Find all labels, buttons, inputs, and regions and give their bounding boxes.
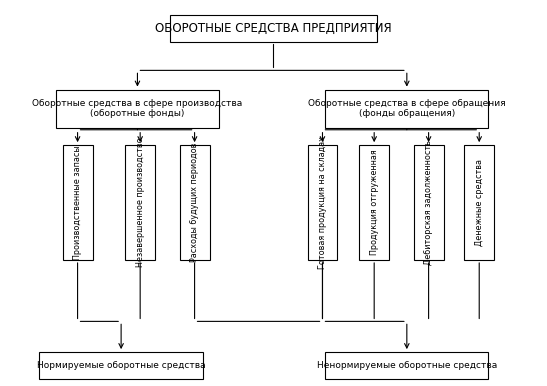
FancyBboxPatch shape [359, 145, 389, 260]
Text: Готовая продукция на складах: Готовая продукция на складах [318, 136, 327, 269]
Text: Денежные средства: Денежные средства [475, 159, 484, 246]
FancyBboxPatch shape [179, 145, 210, 260]
Text: Оборотные средства в сфере обращения
(фонды обращения): Оборотные средства в сфере обращения (фо… [308, 99, 505, 119]
FancyBboxPatch shape [307, 145, 337, 260]
Text: Дебиторская задолженность: Дебиторская задолженность [424, 140, 433, 265]
FancyBboxPatch shape [39, 352, 203, 379]
FancyBboxPatch shape [62, 145, 92, 260]
Text: Ненормируемые оборотные средства: Ненормируемые оборотные средства [317, 361, 497, 370]
Text: ОБОРОТНЫЕ СРЕДСТВА ПРЕДПРИЯТИЯ: ОБОРОТНЫЕ СРЕДСТВА ПРЕДПРИЯТИЯ [155, 22, 392, 35]
FancyBboxPatch shape [464, 145, 494, 260]
Text: Нормируемые оборотные средства: Нормируемые оборотные средства [37, 361, 206, 370]
Text: Производственные запасы: Производственные запасы [73, 145, 82, 260]
FancyBboxPatch shape [170, 15, 377, 42]
Text: Незавершенное производство: Незавершенное производство [136, 138, 144, 267]
FancyBboxPatch shape [325, 90, 488, 128]
FancyBboxPatch shape [125, 145, 155, 260]
Text: Продукция отгруженная: Продукция отгруженная [370, 150, 379, 256]
Text: Оборотные средства в сфере производства
(оборотные фонды): Оборотные средства в сфере производства … [32, 99, 242, 119]
FancyBboxPatch shape [325, 352, 488, 379]
FancyBboxPatch shape [414, 145, 444, 260]
Text: Расходы будущих периодов: Расходы будущих периодов [190, 143, 199, 262]
FancyBboxPatch shape [56, 90, 219, 128]
